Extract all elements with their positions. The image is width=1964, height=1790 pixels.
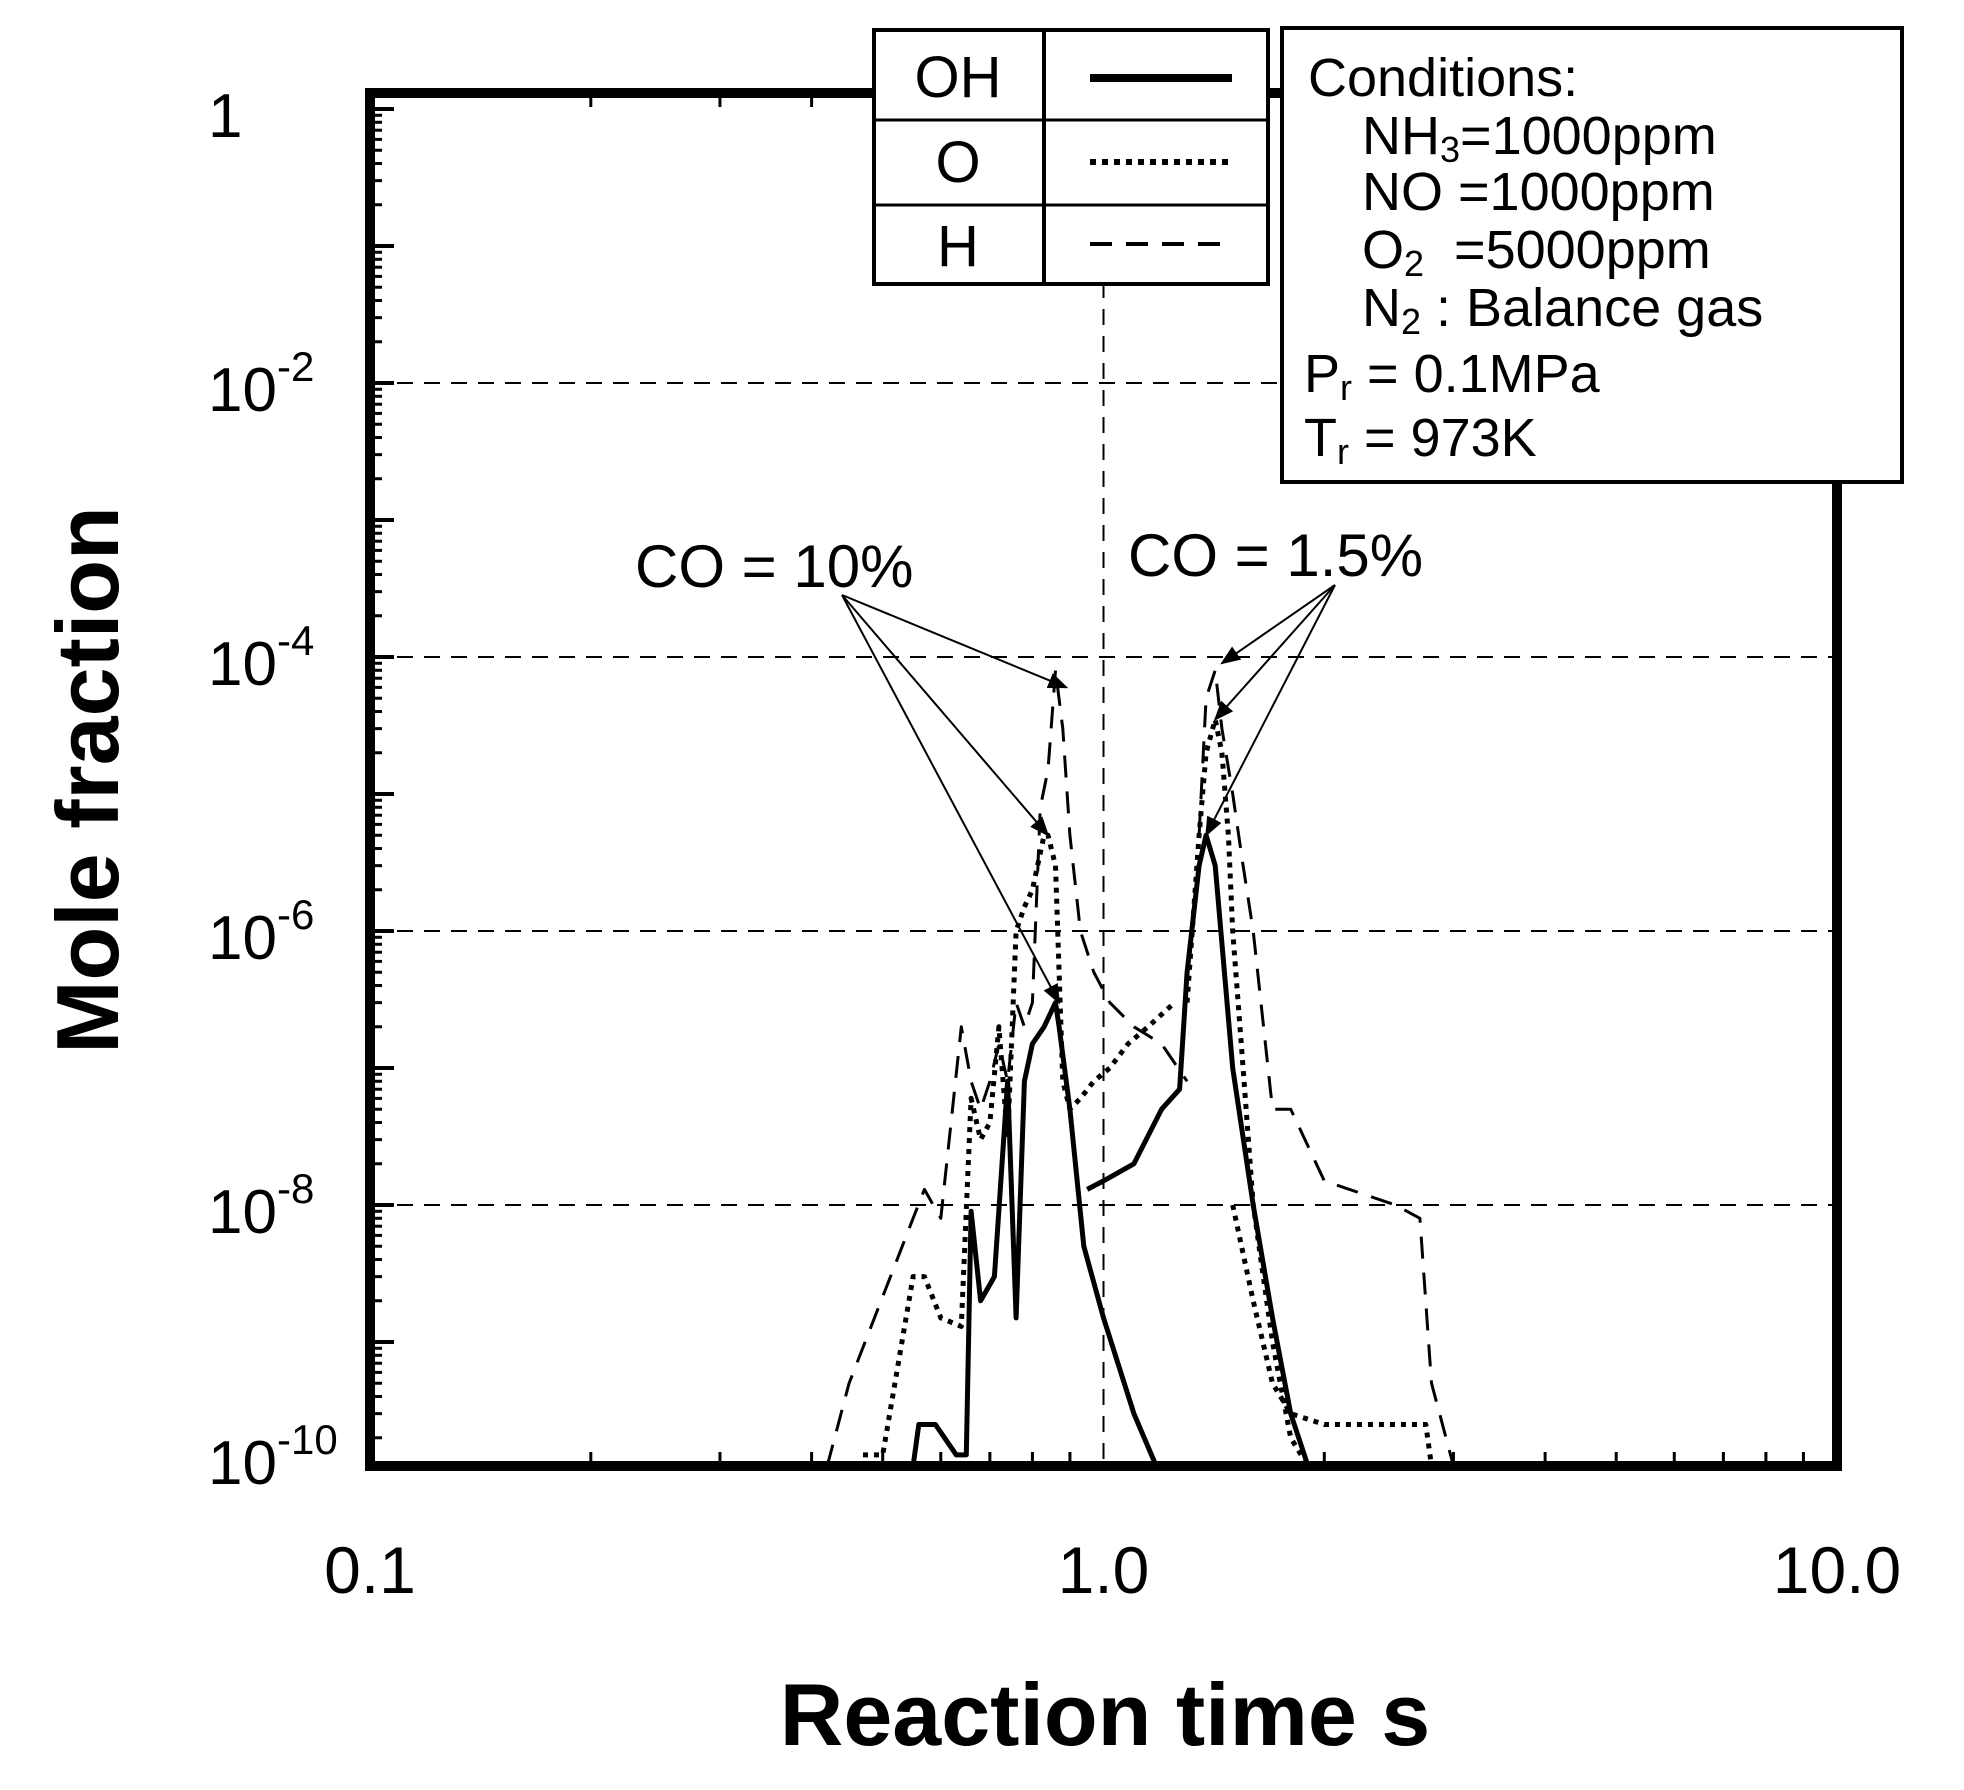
annotation-arrow	[1220, 584, 1336, 665]
y-tick-label: 10-8	[208, 1165, 314, 1247]
legend: OH O H	[872, 28, 1270, 286]
minor-ticks	[370, 93, 1805, 1466]
annotation-arrow	[1205, 584, 1336, 838]
condition-line: Pr = 0.1MPa	[1304, 344, 1601, 408]
y-tick-label: 1	[208, 82, 242, 151]
annotation-label: CO = 1.5%	[1128, 522, 1423, 589]
annotations: CO = 10% CO = 1.5%	[635, 522, 1423, 1005]
y-tick-label: 10-4	[208, 617, 314, 699]
x-axis-title: Reaction time s	[780, 1665, 1430, 1764]
legend-label-oh: OH	[915, 45, 1002, 110]
annotation-label: CO = 10%	[635, 533, 913, 600]
y-axis-title: Mole fraction	[38, 506, 137, 1054]
annotation-arrow	[1213, 584, 1336, 721]
y-tick-label: 10-6	[208, 891, 314, 973]
x-tick-label: 1.0	[1058, 1533, 1150, 1607]
series-lines	[825, 668, 1464, 1469]
series-line-o	[1184, 717, 1340, 1469]
series-line-h	[1197, 668, 1464, 1468]
conditions-box: Conditions: NH3=1000ppm NO =1000ppm O2 =…	[1280, 26, 1904, 484]
legend-box	[872, 28, 1270, 286]
series-line-o	[863, 832, 1177, 1458]
legend-label-h: H	[937, 214, 979, 279]
legend-label-o: O	[935, 130, 980, 195]
series-line-h	[825, 668, 1189, 1467]
condition-line: N2 : Balance gas	[1362, 278, 1763, 342]
conditions-frame	[1280, 26, 1904, 484]
x-tick-label: 10.0	[1773, 1533, 1901, 1607]
condition-line: NO =1000ppm	[1362, 162, 1715, 222]
x-tick-labels: 0.1 1.0 10.0	[324, 1533, 1901, 1607]
annotation-arrow	[841, 594, 1061, 1005]
y-tick-labels: 1 10-2 10-4 10-6 10-8 10-10	[208, 82, 338, 1498]
series-line-oh	[910, 1000, 1159, 1467]
condition-line: Tr = 973K	[1304, 408, 1537, 472]
conditions-header: Conditions:	[1308, 48, 1578, 108]
condition-line: NH3=1000ppm	[1362, 106, 1717, 170]
x-tick-label: 0.1	[324, 1533, 416, 1607]
y-tick-label: 10-10	[208, 1416, 338, 1498]
annotation-arrow	[841, 594, 1050, 837]
y-tick-label: 10-2	[208, 343, 314, 425]
annotation-arrow	[841, 594, 1069, 689]
condition-line: O2 =5000ppm	[1362, 220, 1711, 284]
series-line-o	[1230, 1204, 1434, 1467]
